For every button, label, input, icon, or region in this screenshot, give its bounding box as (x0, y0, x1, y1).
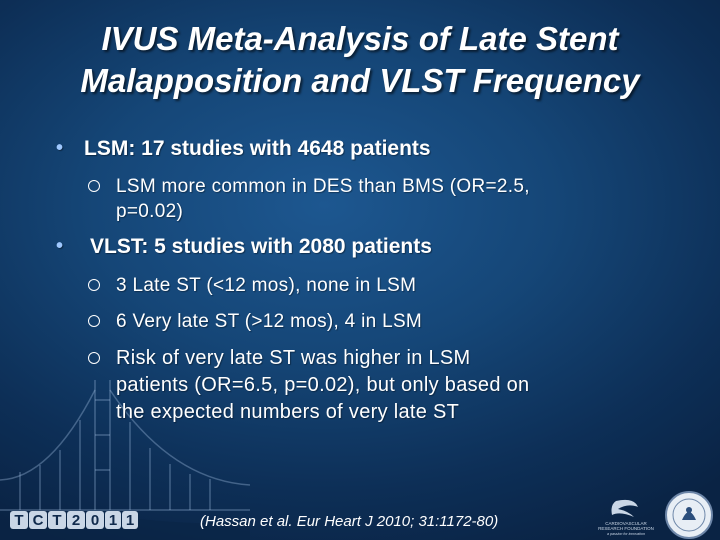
sub-bullet-text: Risk of very late ST was higher in LSM (116, 347, 471, 369)
svg-text:a passion for innovation: a passion for innovation (607, 532, 645, 536)
svg-text:2: 2 (72, 512, 80, 529)
ring-bullet-icon (88, 279, 100, 291)
bullet-marker-icon: • (56, 235, 64, 257)
sub-bullet-text: LSM more common in DES than BMS (OR=2.5, (116, 176, 530, 197)
bullet-text: LSM: 17 studies with 4648 patients (84, 137, 431, 160)
svg-text:1: 1 (109, 512, 117, 529)
ring-bullet-icon (88, 180, 100, 192)
svg-text:1: 1 (126, 512, 134, 529)
svg-text:0: 0 (91, 512, 99, 529)
sub-bullet-text: 6 Very late ST (>12 mos), 4 in LSM (116, 311, 423, 332)
svg-text:T: T (52, 512, 61, 529)
sub-bullet-text: 3 Late ST (<12 mos), none in LSM (116, 275, 417, 296)
crf-logo: CARDIOVASCULAR RESEARCH FOUNDATION a pas… (598, 499, 654, 536)
bullet-marker-icon: • (56, 137, 64, 159)
seal-emblem (665, 491, 713, 539)
title-line-2: Malapposition and VLST Frequency (80, 62, 640, 99)
bullet-text: VLST: 5 studies with 2080 patients (90, 235, 432, 258)
ring-bullet-icon (88, 352, 100, 364)
slide-title: IVUS Meta-Analysis of Late Stent Malappo… (20, 18, 700, 102)
tct-2011-logo: T C T 2 0 1 1 (10, 511, 138, 529)
title-line-1: IVUS Meta-Analysis of Late Stent (101, 20, 619, 57)
svg-text:T: T (14, 512, 23, 529)
sub-bullet-text: p=0.02) (116, 201, 184, 222)
citation: (Hassan et al. Eur Heart J 2010; 31:1172… (200, 513, 499, 530)
sub-bullet-text: the expected numbers of very late ST (116, 401, 460, 423)
svg-text:CARDIOVASCULAR: CARDIOVASCULAR (605, 521, 647, 526)
sub-bullet-text: patients (OR=6.5, p=0.02), but only base… (116, 374, 530, 396)
ring-bullet-icon (88, 315, 100, 327)
svg-text:C: C (33, 512, 44, 529)
svg-text:RESEARCH FOUNDATION: RESEARCH FOUNDATION (598, 526, 654, 531)
